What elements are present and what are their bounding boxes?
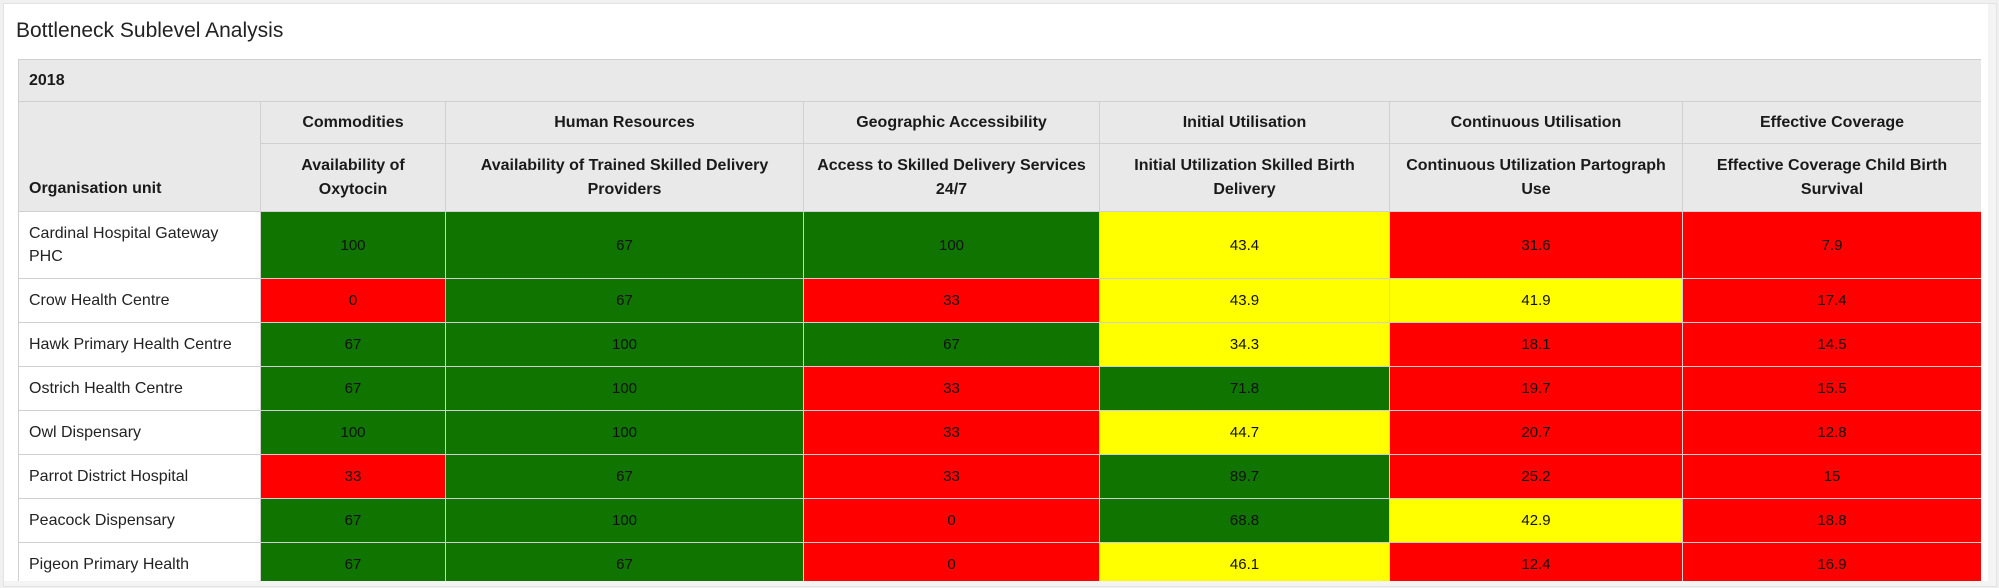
value-cell: 0 xyxy=(260,278,446,323)
value-cell: 67 xyxy=(260,498,446,543)
group-header-geographic-accessibility: Geographic Accessibility xyxy=(803,101,1100,144)
table-row: Peacock Dispensary 67 100 0 68.8 42.9 18.8 xyxy=(18,498,1981,543)
indicator-header-delivery-access[interactable]: Access to Skilled Delivery Services 24/7 xyxy=(803,143,1100,212)
org-unit-name[interactable]: Owl Dispensary xyxy=(18,410,261,455)
bottleneck-panel: Bottleneck Sublevel Analysis 2018 Organi… xyxy=(3,3,1997,587)
value-cell: 68.8 xyxy=(1099,498,1390,543)
indicator-header-partograph-use[interactable]: Continuous Utilization Partograph Use xyxy=(1389,143,1683,212)
value-cell: 18.1 xyxy=(1389,322,1683,367)
table-row: Pigeon Primary Health 67 67 0 46.1 12.4 16.9 xyxy=(18,542,1981,586)
value-cell: 43.4 xyxy=(1099,211,1390,279)
org-unit-header[interactable]: Organisation unit xyxy=(18,101,261,212)
table-row: Parrot District Hospital 33 67 33 89.7 25.2 15 xyxy=(18,454,1981,499)
value-cell: 34.3 xyxy=(1099,322,1390,367)
horizontal-scrollbar[interactable] xyxy=(4,581,1996,586)
group-header-initial-utilisation: Initial Utilisation xyxy=(1099,101,1390,144)
value-cell: 0 xyxy=(803,498,1100,543)
table-scroll-area[interactable]: 2018 Organisation unit Commodities Human… xyxy=(18,59,1981,586)
group-header-continuous-utilisation: Continuous Utilisation xyxy=(1389,101,1683,144)
value-cell: 12.4 xyxy=(1389,542,1683,586)
table-row: Crow Health Centre 0 67 33 43.9 41.9 17.4 xyxy=(18,278,1981,323)
table-row: Hawk Primary Health Centre 67 100 67 34.3 18.… xyxy=(18,322,1981,367)
group-header-human-resources: Human Resources xyxy=(445,101,804,144)
value-cell: 44.7 xyxy=(1099,410,1390,455)
value-cell: 67 xyxy=(260,366,446,411)
value-cell: 33 xyxy=(803,366,1100,411)
indicator-header-oxytocin[interactable]: Availability of Oxytocin xyxy=(260,143,446,212)
table-row: Owl Dispensary 100 100 33 44.7 20.7 12.8 xyxy=(18,410,1981,455)
value-cell: 33 xyxy=(803,410,1100,455)
value-cell: 67 xyxy=(260,322,446,367)
value-cell: 15 xyxy=(1681,454,1981,499)
value-cell: 67 xyxy=(260,542,446,586)
value-cell: 33 xyxy=(803,454,1100,499)
org-unit-name[interactable]: Cardinal Hospital Gateway PHC xyxy=(18,211,261,279)
value-cell: 18.8 xyxy=(1681,498,1981,543)
indicator-header-child-birth-survival[interactable]: Effective Coverage Child Birth Survival xyxy=(1681,143,1981,212)
org-unit-name[interactable]: Hawk Primary Health Centre xyxy=(18,322,261,367)
value-cell: 100 xyxy=(260,410,446,455)
value-cell: 67 xyxy=(445,542,804,586)
value-cell: 31.6 xyxy=(1389,211,1683,279)
value-cell: 41.9 xyxy=(1389,278,1683,323)
org-unit-name[interactable]: Ostrich Health Centre xyxy=(18,366,261,411)
vertical-scrollbar[interactable] xyxy=(1988,4,1996,586)
bottleneck-table: 2018 Organisation unit Commodities Human… xyxy=(18,59,1981,586)
group-header-effective-coverage: Effective Coverage xyxy=(1681,101,1981,144)
org-unit-name[interactable]: Parrot District Hospital xyxy=(18,454,261,499)
indicator-header-initial-utilization[interactable]: Initial Utilization Skilled Birth Delive… xyxy=(1099,143,1390,212)
value-cell: 33 xyxy=(260,454,446,499)
value-cell: 14.5 xyxy=(1681,322,1981,367)
value-cell: 15.5 xyxy=(1681,366,1981,411)
value-cell: 100 xyxy=(445,322,804,367)
value-cell: 17.4 xyxy=(1681,278,1981,323)
indicator-header-trained-providers[interactable]: Availability of Trained Skilled Delivery… xyxy=(445,143,804,212)
value-cell: 67 xyxy=(445,278,804,323)
group-header-commodities: Commodities xyxy=(260,101,446,144)
value-cell: 33 xyxy=(803,278,1100,323)
value-cell: 67 xyxy=(445,211,804,279)
value-cell: 67 xyxy=(445,454,804,499)
table-row: Ostrich Health Centre 67 100 33 71.8 19.7 15.5 xyxy=(18,366,1981,411)
value-cell: 67 xyxy=(803,322,1100,367)
panel-title: Bottleneck Sublevel Analysis xyxy=(16,19,284,42)
value-cell: 19.7 xyxy=(1389,366,1683,411)
value-cell: 100 xyxy=(260,211,446,279)
value-cell: 20.7 xyxy=(1389,410,1683,455)
org-unit-name[interactable]: Crow Health Centre xyxy=(18,278,261,323)
value-cell: 100 xyxy=(445,366,804,411)
org-unit-name[interactable]: Pigeon Primary Health xyxy=(18,542,261,586)
value-cell: 25.2 xyxy=(1389,454,1683,499)
value-cell: 100 xyxy=(445,410,804,455)
value-cell: 46.1 xyxy=(1099,542,1390,586)
value-cell: 100 xyxy=(445,498,804,543)
value-cell: 71.8 xyxy=(1099,366,1390,411)
org-unit-name[interactable]: Peacock Dispensary xyxy=(18,498,261,543)
value-cell: 7.9 xyxy=(1681,211,1981,279)
year-header: 2018 xyxy=(18,59,1981,102)
value-cell: 12.8 xyxy=(1681,410,1981,455)
value-cell: 43.9 xyxy=(1099,278,1390,323)
value-cell: 100 xyxy=(803,211,1100,279)
value-cell: 42.9 xyxy=(1389,498,1683,543)
value-cell: 16.9 xyxy=(1681,542,1981,586)
table-row: Cardinal Hospital Gateway PHC 100 67 100 43.… xyxy=(18,211,1981,279)
value-cell: 0 xyxy=(803,542,1100,586)
value-cell: 89.7 xyxy=(1099,454,1390,499)
